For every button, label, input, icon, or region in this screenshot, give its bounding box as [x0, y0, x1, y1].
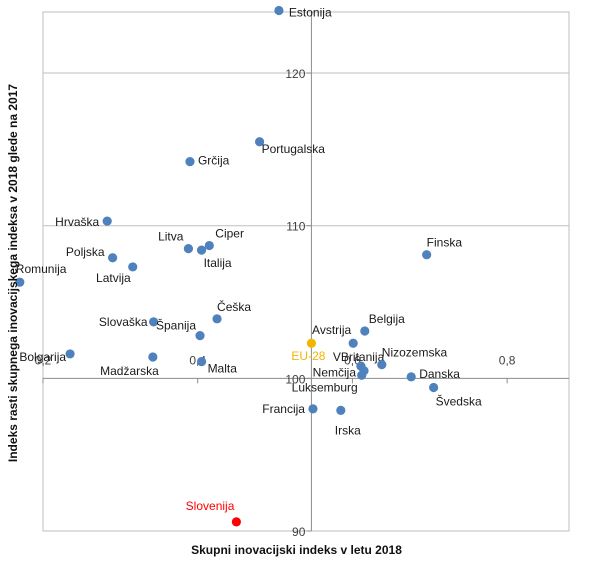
x-tick-label: 0,2	[35, 353, 52, 367]
x-tick-label: 0,6	[344, 353, 361, 367]
data-label-hrvaska: Hrvaška	[55, 215, 99, 229]
point-ciper	[204, 240, 214, 251]
point-luksemburg	[357, 370, 367, 380]
point-francija	[308, 404, 318, 414]
data-label-portugalska: Portugalska	[262, 142, 326, 156]
point-ceska	[212, 314, 222, 324]
point-litva	[183, 244, 194, 254]
data-label-litva: Litva	[158, 230, 184, 244]
data-label-svedska: Švedska	[436, 394, 482, 409]
data-label-irska: Irska	[335, 423, 361, 437]
point-grcija	[185, 156, 195, 167]
point-spanija	[195, 331, 205, 341]
point-romunija	[15, 277, 25, 287]
data-label-ceska: Češka	[217, 299, 251, 314]
data-label-belgija: Belgija	[369, 312, 405, 326]
data-label-grcija: Grčija	[198, 154, 230, 168]
point-poljska	[108, 253, 118, 263]
point-malta	[196, 356, 207, 367]
point-portugalska	[254, 137, 265, 147]
data-label-italija: Italija	[204, 256, 232, 270]
point-irska	[336, 405, 346, 416]
y-axis-title-text: Indeks rasti skupnega inovacijskega inde…	[6, 83, 20, 463]
y-tick-label: 100	[285, 372, 305, 386]
y-axis-title: Indeks rasti skupnega inovacijskega inde…	[3, 13, 23, 533]
point-belgija	[360, 326, 370, 336]
data-label-spanija: Španija	[156, 318, 196, 333]
data-label-nizozemska: Nizozemska	[382, 346, 448, 360]
point-nizozemska	[377, 360, 387, 370]
data-label-nemcija: Nemčija	[313, 366, 357, 380]
data-label-estonija: Estonija	[289, 5, 332, 19]
data-label-danska: Danska	[419, 367, 460, 381]
data-label-finska: Finska	[427, 236, 463, 250]
point-madzarska	[148, 352, 158, 362]
data-label-malta: Malta	[208, 362, 238, 376]
data-label-bolgarija: Bolgarija	[19, 350, 66, 364]
x-tick-label: 0,8	[499, 353, 516, 367]
y-tick-label: 110	[286, 220, 305, 234]
point-avstrija	[348, 338, 358, 348]
data-label-romunija: Romunija	[16, 262, 67, 276]
data-label-poljska: Poljska	[66, 245, 105, 259]
data-label-slovenija: Slovenija	[186, 499, 235, 513]
point-slovenija	[231, 517, 241, 527]
y-tick-label: 90	[292, 525, 306, 539]
data-label-eu-28: EU-28	[291, 349, 325, 363]
point-danska	[406, 372, 416, 382]
point-estonija	[274, 5, 284, 16]
data-label-madzarska: Madžarska	[100, 364, 159, 378]
point-svedska	[429, 382, 439, 393]
data-label-luksemburg: Luksemburg	[292, 380, 358, 394]
point-bolgarija	[65, 349, 75, 359]
x-axis-title: Skupni inovacijski indeks v letu 2018	[191, 543, 402, 557]
data-label-ciper: Ciper	[215, 227, 244, 241]
data-label-vbritanija: VBritanija	[333, 350, 385, 364]
point-eu-28	[306, 338, 317, 348]
point-slovaska	[149, 317, 159, 327]
data-label-slovaska: Slovaška	[99, 315, 148, 329]
point-finska	[422, 250, 432, 260]
y-tick-label: 120	[285, 67, 305, 81]
point-italija	[196, 245, 207, 255]
data-label-avstrija: Avstrija	[312, 323, 351, 337]
data-label-francija: Francija	[262, 402, 305, 416]
data-label-latvija: Latvija	[96, 271, 131, 285]
point-hrvaska	[102, 216, 112, 226]
point-latvija	[128, 262, 138, 272]
